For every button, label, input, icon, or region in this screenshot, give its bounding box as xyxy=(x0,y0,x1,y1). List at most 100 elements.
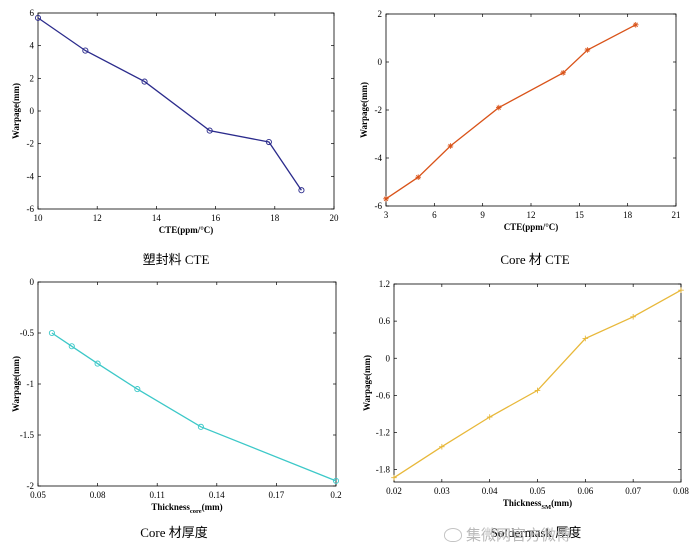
data-point xyxy=(486,414,493,420)
x-tick-label: 14 xyxy=(152,213,162,223)
x-tick-label: 0.02 xyxy=(386,486,402,496)
data-point xyxy=(630,313,636,320)
x-tick-label: 15 xyxy=(575,210,585,220)
data-point xyxy=(206,127,213,134)
data-point xyxy=(495,104,502,111)
data-point xyxy=(141,78,148,85)
y-tick-label: -2 xyxy=(375,105,383,115)
y-axis-title: Warpage(mm) xyxy=(11,83,21,139)
x-tick-label: 0.05 xyxy=(30,490,46,500)
data-point xyxy=(560,70,567,76)
y-tick-label: -2 xyxy=(27,139,35,149)
x-axis-title-main: Thickness xyxy=(503,498,542,508)
data-point xyxy=(534,387,541,394)
x-tick-label: 20 xyxy=(330,213,340,223)
data-point xyxy=(48,329,55,337)
watermark: 集微网官方微博 xyxy=(444,524,571,545)
x-tick-label: 0.08 xyxy=(90,490,106,500)
data-point xyxy=(82,47,89,54)
y-tick-label: 0 xyxy=(30,106,35,116)
data-point xyxy=(632,22,639,28)
x-tick-label: 9 xyxy=(480,210,485,220)
x-axis-title-unit: (mm) xyxy=(551,498,572,508)
x-tick-label: 0.07 xyxy=(625,486,641,496)
x-axis-title-unit: (mm) xyxy=(202,502,223,512)
data-point xyxy=(383,196,389,202)
x-tick-label: 16 xyxy=(211,213,221,223)
x-tick-label: 0.14 xyxy=(209,490,225,500)
y-tick-label: -0.6 xyxy=(376,390,391,400)
data-point xyxy=(68,343,75,350)
y-axis-title: Warpage(mm) xyxy=(11,356,21,412)
y-tick-label: -6 xyxy=(375,201,383,211)
data-point xyxy=(447,143,454,149)
y-tick-label: 2 xyxy=(378,9,383,19)
y-tick-label: -6 xyxy=(27,204,35,214)
x-tick-label: 0.11 xyxy=(149,490,164,500)
data-point xyxy=(298,187,305,194)
data-point xyxy=(582,335,589,342)
x-tick-label: 0.04 xyxy=(482,486,498,496)
x-tick-label: 0.03 xyxy=(434,486,450,496)
y-axis-title: Warpage(mm) xyxy=(359,82,369,138)
data-point xyxy=(439,443,445,450)
x-tick-label: 0.05 xyxy=(530,486,546,496)
caption-molding-cte: 塑封料 CTE xyxy=(142,252,210,267)
x-axis-title-sub: SM xyxy=(541,504,551,511)
x-tick-label: 12 xyxy=(527,210,536,220)
data-point xyxy=(34,14,42,21)
x-axis-title: ThicknessSM(mm) xyxy=(503,498,572,511)
data-point xyxy=(391,474,397,481)
caption-soldermask-thickness: Soldermask 厚度 xyxy=(490,525,582,540)
y-tick-label: -1.2 xyxy=(376,428,390,438)
y-tick-label: -1.5 xyxy=(20,430,35,440)
y-tick-label: 4 xyxy=(30,41,35,51)
caption-core-cte: Core 材 CTE xyxy=(500,252,570,267)
data-point xyxy=(134,386,141,393)
x-tick-label: 6 xyxy=(432,210,437,220)
y-tick-label: -1.8 xyxy=(376,465,391,475)
y-tick-label: 0 xyxy=(378,57,383,67)
series-line xyxy=(393,289,682,479)
y-tick-label: 0 xyxy=(30,277,35,287)
watermark-text: 集微网官方微博 xyxy=(466,526,572,544)
x-tick-label: 18 xyxy=(270,213,280,223)
data-point xyxy=(415,174,422,180)
data-point xyxy=(94,360,101,367)
x-tick-label: 0.06 xyxy=(577,486,593,496)
y-tick-label: -0.5 xyxy=(20,328,35,338)
series-line xyxy=(51,332,337,482)
x-tick-label: 0.2 xyxy=(330,490,341,500)
x-axis-title: CTE(ppm/°C) xyxy=(504,222,559,232)
y-tick-label: -4 xyxy=(27,171,35,181)
y-tick-label: 6 xyxy=(30,8,35,18)
data-point xyxy=(197,423,204,430)
x-tick-label: 21 xyxy=(672,210,681,220)
data-point xyxy=(678,287,684,293)
x-tick-label: 0.17 xyxy=(269,490,285,500)
x-tick-label: 10 xyxy=(34,213,44,223)
x-axis-title: Thicknesscore(mm) xyxy=(151,502,222,515)
x-axis-title-main: Thickness xyxy=(151,502,190,512)
data-point xyxy=(584,47,591,53)
x-axis-title-sub: core xyxy=(190,508,202,515)
caption-core-thickness: Core 材厚度 xyxy=(140,525,208,540)
weibo-icon xyxy=(444,527,462,542)
y-tick-label: 0 xyxy=(386,353,391,363)
y-tick-label: -4 xyxy=(375,153,383,163)
x-tick-label: 12 xyxy=(93,213,102,223)
data-point xyxy=(332,477,340,484)
y-tick-label: -2 xyxy=(27,481,35,491)
y-axis-title: Warpage(mm) xyxy=(362,355,372,411)
y-tick-label: 2 xyxy=(30,73,35,83)
y-tick-label: 1.2 xyxy=(379,279,390,289)
x-axis-title: CTE(ppm/°C) xyxy=(159,225,214,235)
x-tick-label: 0.08 xyxy=(673,486,689,496)
data-point xyxy=(265,138,272,146)
y-tick-label: -1 xyxy=(27,379,35,389)
series-line xyxy=(37,17,302,191)
